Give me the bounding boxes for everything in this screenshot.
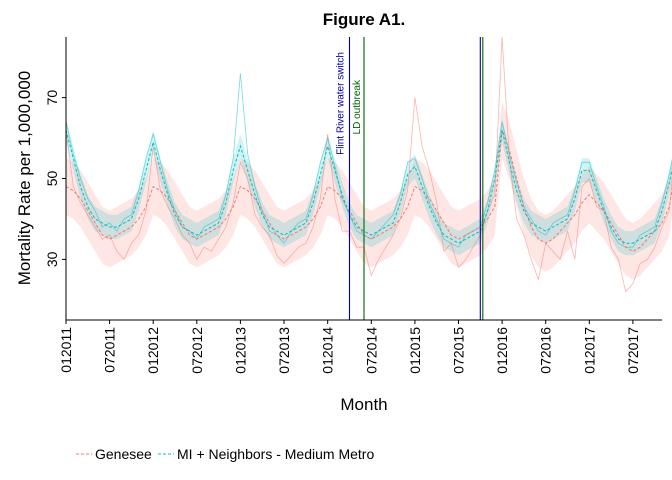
series-line-mi-neighbors — [65, 129, 672, 244]
series-line-genesee — [65, 129, 672, 252]
x-axis-title: Month — [340, 395, 387, 414]
x-tick-label: 072012 — [189, 327, 205, 374]
confidence-band-mi-neighbors — [66, 117, 672, 256]
x-tick-label: 012016 — [494, 327, 510, 374]
y-tick-label: 30 — [44, 251, 60, 267]
x-tick-label: 012013 — [232, 327, 248, 374]
plot-area: Flint River water switch LD outbreak — [65, 36, 672, 320]
annotation-1: LD outbreak — [352, 79, 363, 134]
observed-line-genesee — [65, 36, 672, 293]
legend-label-mi-neighbors: MI + Neighbors - Medium Metro — [177, 446, 374, 462]
y-axis-title: Mortality Rate per 1,000,000 — [15, 71, 34, 286]
legend-label-genesee: Genesee — [95, 446, 152, 462]
observed-line-mi-neighbors — [65, 73, 672, 248]
legend: Genesee MI + Neighbors - Medium Metro — [76, 446, 374, 462]
x-tick-label: 072013 — [276, 327, 292, 374]
y-tick-label: 70 — [44, 90, 60, 106]
x-tick-label: 012015 — [407, 327, 423, 374]
x-tick-label: 072016 — [538, 327, 554, 374]
x-tick-label: 072017 — [625, 327, 641, 374]
chart-title: Figure A1. — [323, 10, 406, 29]
y-tick-label: 50 — [44, 171, 60, 187]
annotation-0: Flint River water switch — [336, 52, 347, 155]
x-tick-label: 072011 — [102, 327, 118, 373]
x-tick-label: 012014 — [320, 327, 336, 374]
x-tick-label: 012011 — [58, 327, 74, 373]
x-tick-label: 012017 — [581, 327, 597, 374]
x-tick-label: 012012 — [145, 327, 161, 374]
x-tick-label: 072014 — [363, 327, 379, 374]
x-tick-label: 072015 — [451, 327, 467, 374]
confidence-band-genesee — [66, 101, 672, 280]
